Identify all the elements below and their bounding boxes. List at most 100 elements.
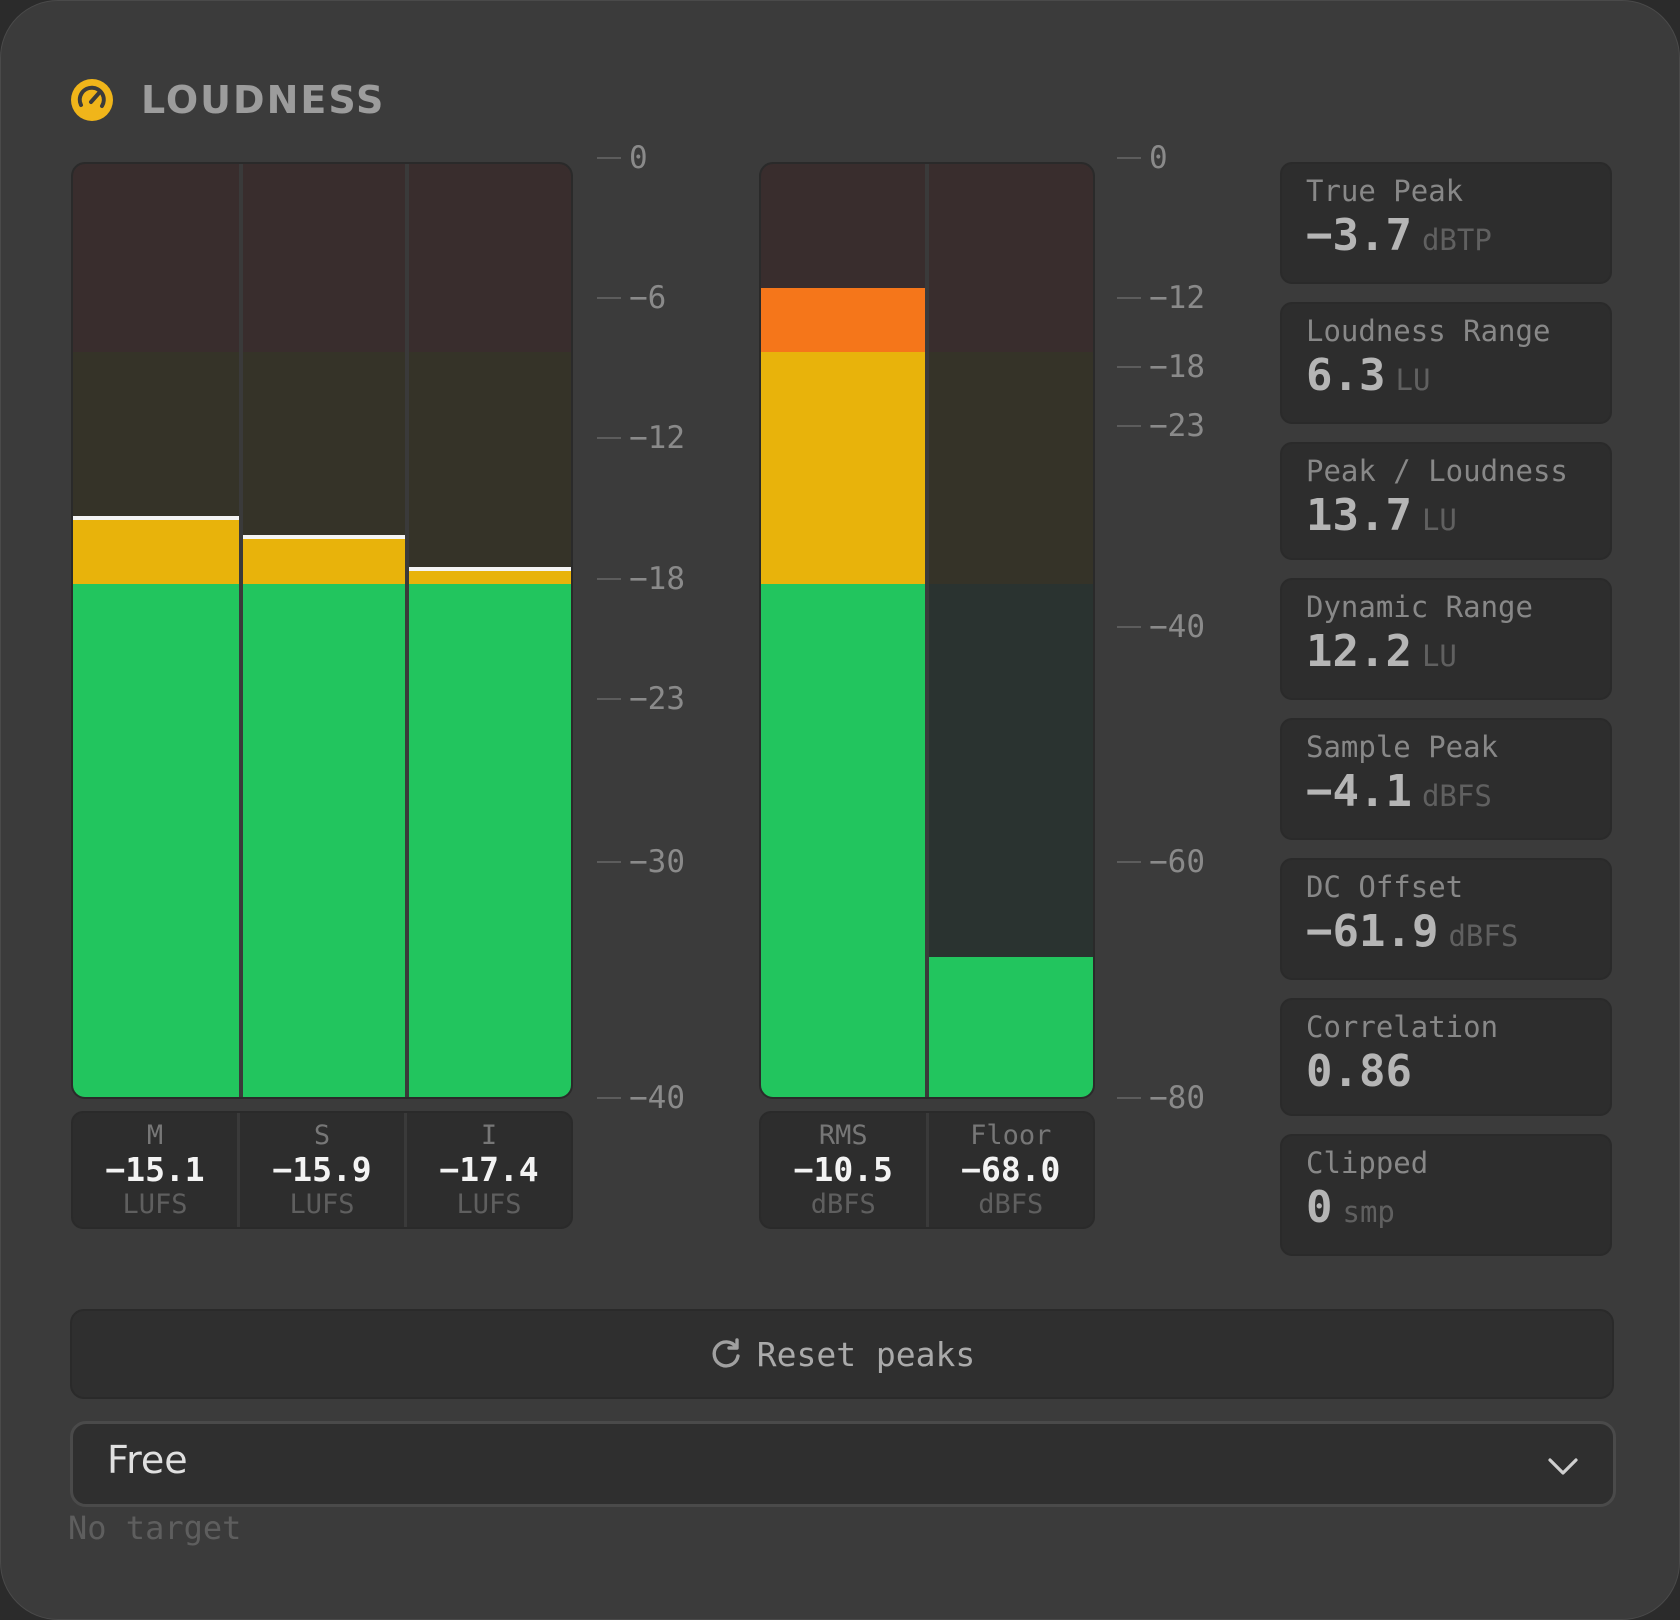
zone-yellow — [929, 352, 1093, 584]
reset-peaks-button[interactable]: Reset peaks — [70, 1309, 1614, 1399]
channel-divider — [925, 164, 929, 1097]
readout-floor: Floor −68.0 dBFS — [929, 1113, 1094, 1227]
stat-name: Sample Peak — [1306, 730, 1499, 764]
scale-tick: −18 — [1117, 347, 1205, 387]
stat-name: Clipped — [1306, 1146, 1429, 1180]
scale-tick: −6 — [597, 278, 666, 318]
loudness-meter — [71, 162, 573, 1099]
readout-unit: dBFS — [810, 1189, 876, 1220]
scale-tick: −40 — [1117, 607, 1205, 647]
level-fill-green — [929, 957, 1093, 1097]
scale-tick: −30 — [597, 842, 685, 882]
panel-title: LOUDNESS — [141, 78, 386, 122]
scale-tick: −80 — [1117, 1078, 1205, 1118]
stat-peak-loudness: Peak / Loudness 13.7 LU — [1280, 442, 1612, 560]
target-select[interactable]: Free — [70, 1421, 1616, 1507]
zone-red — [761, 164, 925, 288]
readout-value: −10.5 — [793, 1150, 893, 1189]
meter-channel-m — [73, 164, 239, 1097]
readout-name: Floor — [970, 1120, 1052, 1151]
level-fill-orange — [761, 288, 925, 352]
stat-unit: dBFS — [1421, 779, 1492, 813]
readout-name: I — [480, 1120, 498, 1151]
level-fill-green — [73, 584, 239, 1097]
peak-hold — [243, 535, 405, 539]
chevron-down-icon — [1548, 1458, 1578, 1475]
reset-peaks-label: Reset peaks — [756, 1334, 976, 1374]
stat-unit: LU — [1395, 363, 1431, 397]
stat-unit: smp — [1342, 1195, 1395, 1229]
scale-tick: −23 — [1117, 406, 1205, 446]
stat-value: 0 — [1306, 1182, 1333, 1233]
readout-unit: LUFS — [289, 1189, 355, 1220]
stat-clipped: Clipped 0 smp — [1280, 1134, 1612, 1256]
stat-value: 0.86 — [1306, 1046, 1412, 1097]
level-meter — [759, 162, 1095, 1099]
level-fill-green — [243, 584, 405, 1097]
scale-tick: −23 — [597, 679, 685, 719]
readout-i: I −17.4 LUFS — [407, 1113, 571, 1227]
stat-name: Peak / Loudness — [1306, 454, 1568, 488]
scale-tick: −12 — [597, 418, 685, 458]
stat-loudness-range: Loudness Range 6.3 LU — [1280, 302, 1612, 424]
stat-value: 13.7 — [1306, 490, 1412, 541]
meter-channel-i — [409, 164, 571, 1097]
stat-value: 12.2 — [1306, 626, 1412, 677]
stat-unit: dBFS — [1448, 919, 1519, 953]
stat-name: Dynamic Range — [1306, 590, 1533, 624]
scale-tick: −18 — [597, 559, 685, 599]
zone-red — [73, 164, 239, 352]
readout-value: −15.1 — [105, 1150, 205, 1189]
readout-value: −17.4 — [439, 1150, 539, 1189]
readout-m: M −15.1 LUFS — [73, 1113, 240, 1227]
loudness-readouts: M −15.1 LUFS S −15.9 LUFS I −17.4 LUFS — [71, 1111, 573, 1229]
zone-yellow — [409, 352, 571, 584]
target-hint: No target — [68, 1509, 242, 1547]
level-fill-yellow — [73, 517, 239, 584]
stat-value: −3.7 — [1306, 210, 1412, 261]
stat-unit: LU — [1421, 503, 1457, 537]
stat-true-peak: True Peak −3.7 dBTP — [1280, 162, 1612, 284]
readout-unit: LUFS — [456, 1189, 522, 1220]
level-readouts: RMS −10.5 dBFS Floor −68.0 dBFS — [759, 1111, 1095, 1229]
readout-name: M — [146, 1120, 164, 1151]
zone-red — [409, 164, 571, 352]
stat-value: 6.3 — [1306, 350, 1386, 401]
level-fill-yellow — [409, 569, 571, 584]
meter-channel-floor — [929, 164, 1093, 1097]
stat-value: −61.9 — [1306, 906, 1439, 957]
level-fill-yellow — [243, 536, 405, 584]
peak-hold — [409, 567, 571, 571]
target-select-value: Free — [107, 1438, 188, 1482]
readout-value: −15.9 — [272, 1150, 372, 1189]
level-fill-green — [761, 584, 925, 1097]
panel-header: LOUDNESS — [71, 75, 385, 125]
readout-s: S −15.9 LUFS — [240, 1113, 407, 1227]
readout-rms: RMS −10.5 dBFS — [761, 1113, 929, 1227]
scale-tick: −12 — [1117, 278, 1205, 318]
stat-name: DC Offset — [1306, 870, 1464, 904]
zone-red — [929, 164, 1093, 352]
readout-name: RMS — [818, 1120, 868, 1151]
channel-divider — [405, 164, 409, 1097]
stat-value: −4.1 — [1306, 766, 1412, 817]
scale-tick: 0 — [597, 138, 648, 178]
level-fill-green — [409, 584, 571, 1097]
stat-name: Loudness Range — [1306, 314, 1551, 348]
readout-name: S — [313, 1120, 331, 1151]
stat-correlation: Correlation 0.86 — [1280, 998, 1612, 1116]
zone-red — [243, 164, 405, 352]
scale-tick: −60 — [1117, 842, 1205, 882]
zone-green — [929, 584, 1093, 957]
stat-unit: dBTP — [1421, 223, 1492, 257]
stat-unit: LU — [1421, 639, 1457, 673]
stat-name: Correlation — [1306, 1010, 1499, 1044]
meter-channel-rms — [761, 164, 925, 1097]
meter-channel-s — [243, 164, 405, 1097]
stat-dc-offset: DC Offset −61.9 dBFS — [1280, 858, 1612, 980]
gauge-icon — [71, 79, 113, 121]
scale-tick: −40 — [597, 1078, 685, 1118]
scale-tick: 0 — [1117, 138, 1168, 178]
refresh-icon — [712, 1338, 740, 1368]
readout-unit: dBFS — [978, 1189, 1044, 1220]
